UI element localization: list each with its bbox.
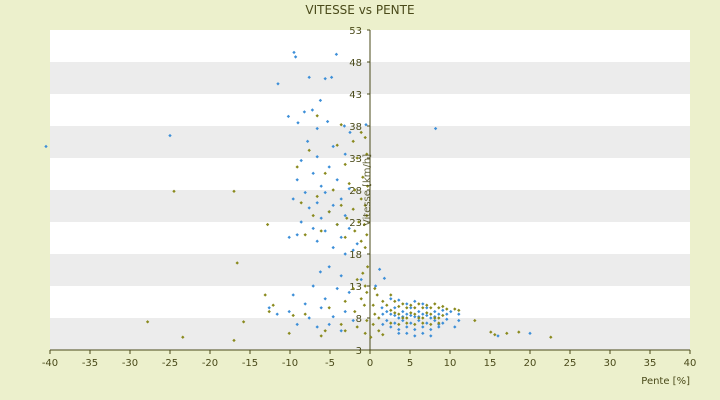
y-tick-label: 53 <box>349 26 362 37</box>
y-tick-label: 43 <box>349 90 362 101</box>
y-tick-label: 23 <box>349 218 362 229</box>
data-point-series-2 <box>235 261 239 265</box>
data-point-series-2 <box>361 175 365 179</box>
x-tick-label: 10 <box>444 358 457 369</box>
y-tick-label: 33 <box>349 154 362 165</box>
y-tick-label: 3 <box>356 346 362 357</box>
x-tick-label: -25 <box>162 358 178 369</box>
data-point-series-2 <box>549 335 553 339</box>
data-point-series-2 <box>232 189 236 193</box>
x-tick-label: -40 <box>42 358 58 369</box>
plot-area <box>50 30 690 351</box>
data-point-series-1 <box>329 75 334 80</box>
data-point-series-2 <box>172 189 176 193</box>
x-tick-label: 30 <box>604 358 617 369</box>
y-tick-label: 13 <box>349 282 362 293</box>
data-point-series-2 <box>362 222 367 227</box>
data-point-series-1 <box>44 144 48 149</box>
data-point-series-1 <box>293 55 298 59</box>
x-tick-label: 0 <box>367 358 373 369</box>
x-tick-label: -30 <box>122 358 138 369</box>
x-tick-label: 40 <box>684 358 697 369</box>
y-tick-label: 8 <box>356 314 362 325</box>
chart-title: VITESSE vs PENTE <box>305 3 414 17</box>
x-tick-label: -15 <box>242 358 258 369</box>
y-tick-label: 28 <box>349 186 362 197</box>
y-tick-label: 48 <box>349 58 362 69</box>
y-axis-label: Vitesse [km/h] <box>362 154 373 226</box>
data-point-series-2 <box>365 213 369 218</box>
data-point-series-1 <box>318 98 323 103</box>
data-point-series-2 <box>345 216 349 220</box>
y-tick-label: 18 <box>349 250 362 261</box>
x-tick-label: 20 <box>524 358 537 369</box>
data-point-series-2 <box>181 335 185 339</box>
x-tick-label: -20 <box>202 358 218 369</box>
x-tick-label: -35 <box>82 358 98 369</box>
data-point-series-1 <box>323 76 327 81</box>
data-point-series-2 <box>353 229 357 233</box>
data-point-series-2 <box>232 338 236 343</box>
data-point-series-1 <box>325 119 330 124</box>
data-point-series-2 <box>353 188 357 192</box>
data-point-series-2 <box>365 233 369 237</box>
x-tick-label: 15 <box>484 358 497 369</box>
data-point-series-2 <box>365 152 369 156</box>
x-axis-label: Pente [%] <box>641 376 690 387</box>
x-tick-label: 5 <box>407 358 413 369</box>
x-tick-label: 35 <box>644 358 657 369</box>
x-tick-label: 25 <box>564 358 577 369</box>
x-tick-label: -10 <box>282 358 298 369</box>
data-point-series-1 <box>307 75 311 80</box>
y-tick-label: 38 <box>349 122 362 133</box>
data-point-series-1 <box>342 124 347 128</box>
data-point-series-1 <box>310 108 315 112</box>
data-point-series-1 <box>302 110 307 114</box>
x-axis: -40 -35 -30 -25 -20 -15 -10 -5 0 5 10 15 20 25 30 35 40 <box>42 350 697 369</box>
x-tick-label: -5 <box>325 358 335 369</box>
data-point-series-1 <box>286 114 291 119</box>
data-point-series-2 <box>357 220 361 224</box>
data-point-series-1 <box>292 50 296 55</box>
data-point-series-1 <box>334 52 339 57</box>
